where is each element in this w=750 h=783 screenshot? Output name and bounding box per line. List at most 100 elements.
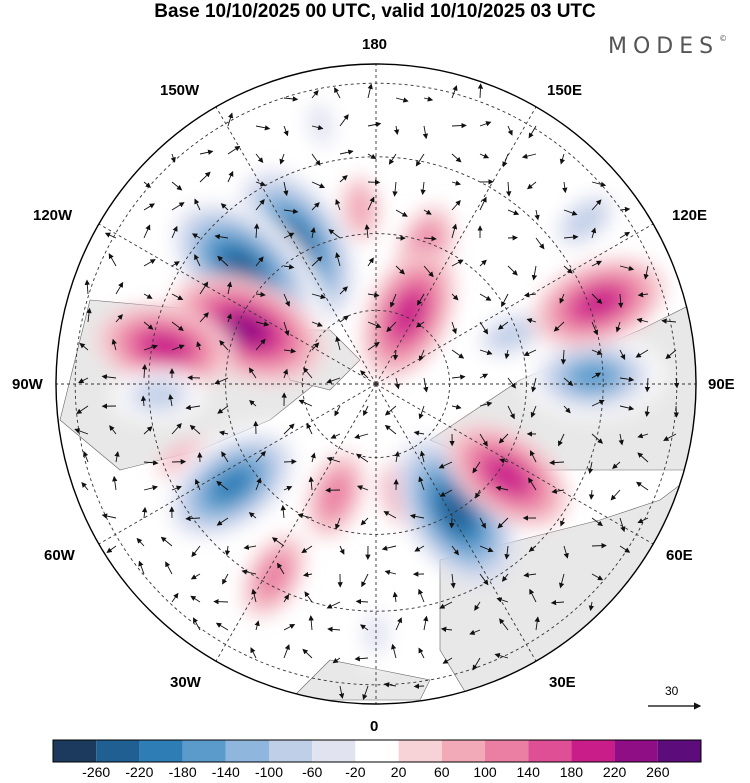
wind-vector-347 (418, 588, 425, 603)
meridian-210 (215, 106, 377, 385)
anomaly-16-level-0 (225, 314, 268, 344)
wind-vector-356 (254, 620, 260, 631)
wind-vector-215 (619, 405, 635, 411)
wind-vector-255 (499, 458, 509, 464)
wind-vector-53 (171, 202, 185, 211)
wind-vector-260 (637, 452, 649, 463)
wind-vector-113 (199, 281, 209, 295)
wind-vector-228 (354, 433, 369, 440)
wind-vector-61 (395, 209, 408, 217)
colorbar-swatch-7 (355, 740, 399, 762)
wind-vector-23 (255, 153, 264, 164)
wind-vector-205 (334, 405, 341, 417)
wind-vector-55 (220, 203, 229, 211)
wind-vector-362 (423, 615, 429, 631)
wind-vector-337 (591, 573, 604, 581)
wind-vector-190 (531, 377, 537, 393)
wind-vector-118 (339, 286, 348, 295)
wind-vector-86 (563, 234, 579, 240)
wind-vector-9 (255, 125, 271, 131)
wind-vector-59 (335, 198, 341, 211)
wind-vector-2 (334, 87, 341, 99)
wind-vector-374 (442, 657, 453, 664)
colorbar-swatch-3 (182, 740, 226, 762)
anomaly-20-level-0 (347, 186, 374, 231)
wind-vector-268 (283, 485, 293, 491)
wind-vector-293 (409, 513, 425, 520)
wind-vector-221 (171, 423, 182, 435)
colorbar-swatch-2 (139, 740, 183, 762)
wind-vector-258 (587, 461, 594, 474)
wind-vector-92 (194, 254, 201, 267)
wind-vector-237 (618, 433, 624, 446)
wind-vector-265 (194, 478, 201, 491)
wind-vector-211 (507, 405, 515, 420)
wind-vector-115 (255, 291, 266, 298)
wind-vector-54 (194, 198, 201, 211)
wind-vector-97 (335, 252, 341, 267)
wind-vector-299 (591, 517, 603, 527)
wind-vector-281 (636, 481, 649, 491)
wind-vector-378 (362, 685, 369, 701)
colorbar-swatch-0 (53, 740, 97, 762)
wind-vector-151 (661, 318, 677, 324)
wind-vector-57 (283, 208, 299, 214)
wind-vector-10 (283, 125, 289, 137)
wind-vector-318 (563, 545, 569, 559)
meridian-30 (375, 383, 537, 662)
wind-vector-220 (143, 426, 153, 435)
wind-vector-52 (143, 203, 155, 211)
wind-vector-332 (450, 573, 456, 589)
wind-vector-242 (143, 460, 159, 466)
wind-vector-327 (303, 571, 313, 578)
colorbar-label--20: -20 (345, 764, 366, 780)
wind-vector-252 (419, 450, 426, 463)
wind-vector-137 (283, 321, 290, 337)
wind-vector-72 (171, 225, 178, 239)
wind-vector-306 (224, 545, 231, 556)
colorbar-swatch-5 (269, 740, 313, 762)
wind-vector-101 (451, 259, 464, 267)
wind-vector-315 (479, 545, 494, 553)
wind-vector-174 (78, 377, 89, 383)
wind-vector-175 (101, 374, 117, 380)
wind-vector-163 (392, 349, 399, 361)
wind-vector-359 (327, 626, 341, 633)
wind-vector-322 (165, 561, 173, 575)
wind-vector-26 (339, 149, 354, 155)
wind-vector-213 (563, 405, 571, 414)
wind-vector-48 (506, 181, 512, 197)
brand-name: MODES (608, 34, 720, 59)
wind-vector-154 (143, 344, 158, 351)
wind-vector-283 (141, 506, 148, 519)
wind-vector-194 (644, 377, 651, 393)
wind-vector-204 (298, 399, 313, 407)
wind-vector-120 (389, 293, 397, 308)
wind-vector-82 (451, 223, 458, 239)
wind-vector-256 (530, 450, 537, 463)
wind-vector-124 (501, 293, 509, 308)
wind-vector-269 (308, 476, 314, 491)
wind-vector-180 (248, 367, 257, 379)
wind-vector-354 (192, 617, 201, 631)
wind-vector-182 (303, 367, 313, 379)
wind-vector-100 (423, 265, 434, 278)
wind-vector-179 (214, 377, 229, 385)
wind-vector-246 (255, 450, 266, 463)
wind-vector-287 (248, 512, 257, 519)
wind-vector-365 (499, 618, 509, 631)
wind-vector-136 (255, 321, 270, 327)
anomaly-3-level-0 (571, 363, 616, 390)
wind-vector-377 (338, 685, 345, 699)
wind-vector-176 (141, 363, 148, 379)
wind-vector-196 (76, 405, 89, 415)
wind-vector-181 (282, 368, 289, 379)
wind-vector-290 (335, 517, 341, 530)
wind-vector-225 (283, 423, 295, 435)
wind-vector-7 (477, 83, 484, 99)
wind-vector-94 (255, 256, 264, 267)
meridian-300 (98, 383, 377, 545)
wind-vector-253 (438, 461, 453, 469)
wind-vector-161 (335, 336, 341, 351)
